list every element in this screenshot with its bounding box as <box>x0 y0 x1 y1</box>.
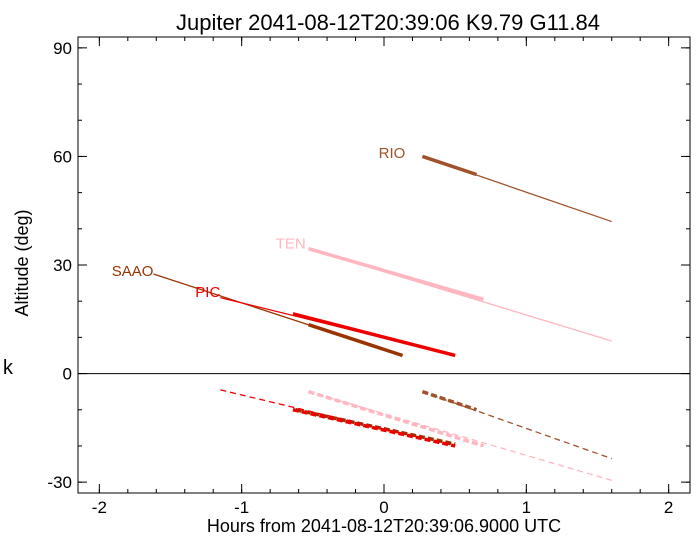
series-dashed-line-rio <box>422 391 612 460</box>
series-layer <box>153 154 612 481</box>
series-dashed-line-ten <box>308 391 612 481</box>
side-label: k <box>2 358 14 381</box>
series-thick-line-saao <box>308 323 404 358</box>
series-label-pic: PIC <box>195 284 220 301</box>
y-axis-label: Altitude (deg) <box>12 209 32 316</box>
series-label-rio: RIO <box>379 145 406 162</box>
x-tick-label: -1 <box>234 498 249 517</box>
series-label-ten: TEN <box>276 235 306 252</box>
x-tick-label: -2 <box>92 498 107 517</box>
y-tick-label: 30 <box>53 256 72 275</box>
series-dashed-thick-line-ten <box>308 389 485 448</box>
y-tick-label: -30 <box>47 473 72 492</box>
series-thick-line-ten <box>308 247 485 302</box>
axes: -2 -1 0 1 2 -30 0 30 60 90 <box>47 37 690 517</box>
series-label-saao: SAAO <box>112 263 154 280</box>
series-thick-line-pic <box>292 312 456 358</box>
plot-border <box>77 36 691 494</box>
plot-frame <box>77 36 691 494</box>
chart-title: Jupiter 2041-08-12T20:39:06 K9.79 G11.84 <box>176 10 600 35</box>
x-tick-label: 1 <box>522 498 531 517</box>
series-dashed-thick-line-rio <box>421 390 478 412</box>
x-axis-label: Hours from 2041-08-12T20:39:06.9000 UTC <box>207 516 561 536</box>
x-tick-label: 2 <box>664 498 673 517</box>
series-dashed-thick-line-pic <box>292 408 456 448</box>
series-labels: RIO TEN SAAO PIC <box>112 145 406 301</box>
y-tick-label: 60 <box>53 147 72 166</box>
y-tick-label: 0 <box>63 365 72 384</box>
x-tick-label: 0 <box>379 498 388 517</box>
series-thick-line-rio <box>421 154 478 177</box>
y-tick-label: 90 <box>53 39 72 58</box>
